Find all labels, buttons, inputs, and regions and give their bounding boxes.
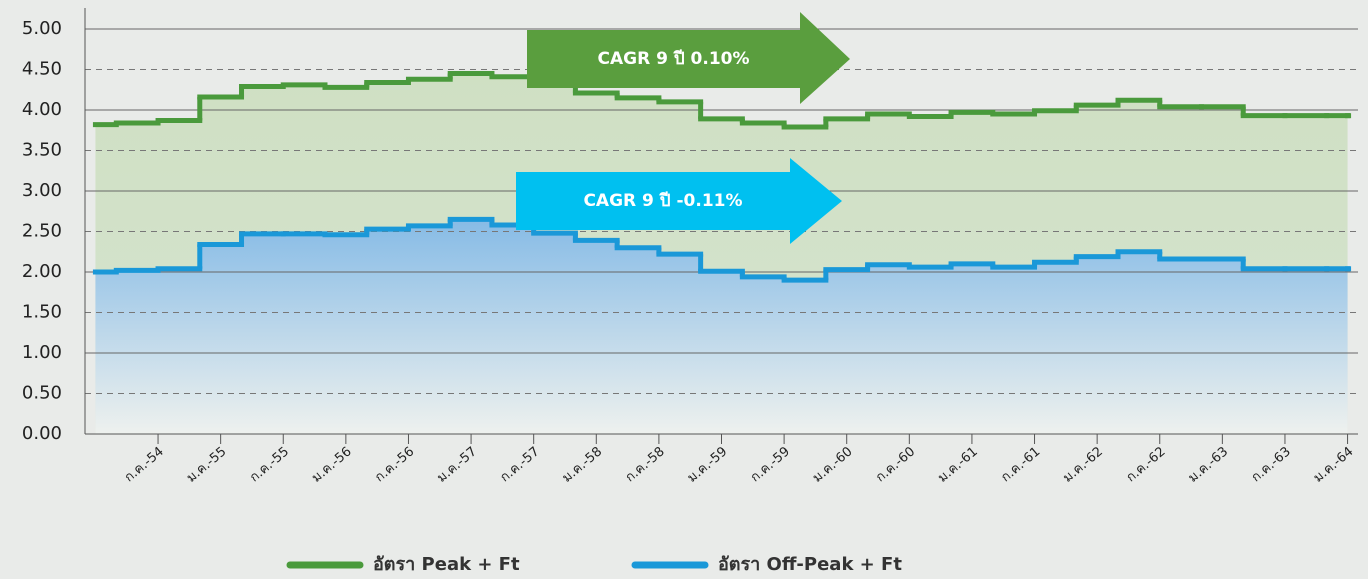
- x-tick-label: ก.ค.-57: [498, 444, 543, 485]
- annotation-arrow: [527, 12, 850, 104]
- y-tick-label: 4.50: [22, 59, 62, 80]
- series-line: [92, 216, 1352, 283]
- area: [95, 219, 1348, 434]
- x-tick-label: ม.ค.-60: [810, 444, 855, 486]
- x-tick-label: ม.ค.-58: [560, 444, 605, 486]
- x-tick-label: ม.ค.-56: [309, 444, 354, 486]
- x-tick-label: ก.ค.-58: [623, 444, 668, 485]
- x-tick-label: ก.ค.-62: [1124, 444, 1169, 485]
- x-tick-label: ม.ค.-59: [685, 444, 730, 486]
- x-tick-label: ก.ค.-54: [122, 444, 167, 485]
- y-tick-label: 5.00: [22, 18, 62, 39]
- x-tick-label: ม.ค.-61: [935, 444, 980, 486]
- x-tick-label: ก.ค.-61: [998, 444, 1043, 485]
- x-tick-label: ม.ค.-57: [434, 444, 479, 486]
- y-tick-label: 3.50: [22, 140, 62, 161]
- y-tick-label: 2.00: [22, 261, 62, 282]
- y-tick-label: 4.00: [22, 99, 62, 120]
- x-tick-label: ก.ค.-60: [873, 444, 918, 485]
- annotation-text: CAGR 9 ปี 0.10%: [597, 48, 749, 69]
- series-line: [92, 71, 1352, 130]
- legend-label: อัตรา Peak + Ft: [373, 554, 520, 575]
- x-tick-label: ก.ค.-63: [1249, 444, 1294, 485]
- annotation-arrow: [516, 158, 842, 244]
- x-tick-label: ม.ค.-64: [1311, 444, 1356, 486]
- y-tick-label: 3.00: [22, 180, 62, 201]
- y-tick-label: 0.00: [22, 423, 62, 444]
- y-tick-label: 0.50: [22, 383, 62, 404]
- legend-label: อัตรา Off-Peak + Ft: [718, 554, 902, 575]
- y-tick-label: 1.00: [22, 342, 62, 363]
- x-tick-label: ก.ค.-55: [247, 444, 292, 485]
- y-tick-label: 1.50: [22, 302, 62, 323]
- annotation-text: CAGR 9 ปี -0.11%: [583, 190, 742, 211]
- x-tick-label: ม.ค.-63: [1186, 444, 1231, 486]
- x-tick-label: ก.ค.-59: [748, 444, 793, 485]
- x-tick-label: ม.ค.-55: [184, 444, 229, 486]
- x-tick-label: ม.ค.-62: [1060, 444, 1105, 486]
- x-tick-label: ก.ค.-56: [372, 444, 417, 485]
- y-tick-label: 2.50: [22, 221, 62, 242]
